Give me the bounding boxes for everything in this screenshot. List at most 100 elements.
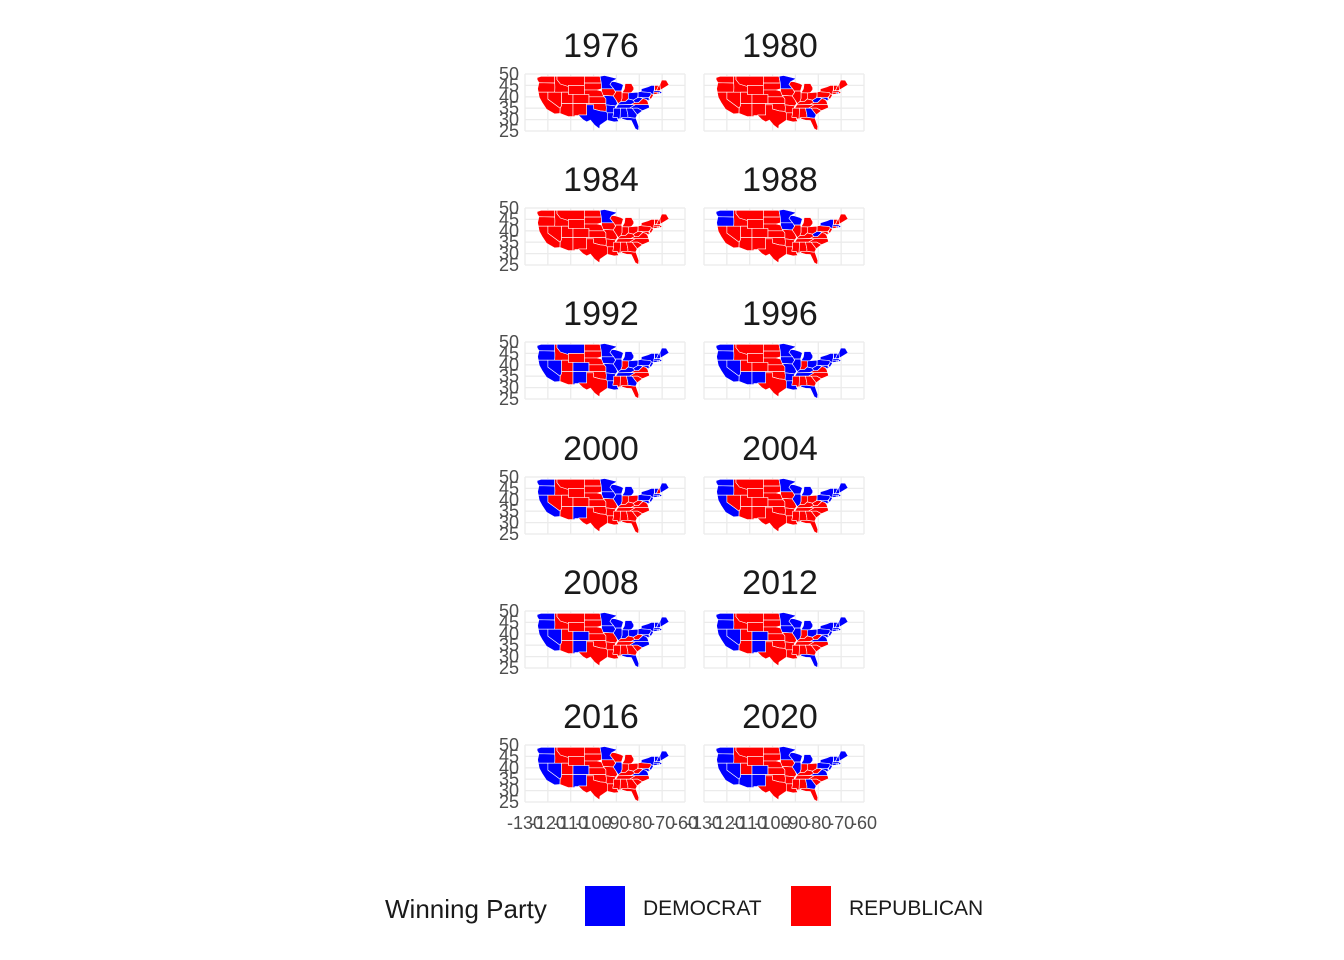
- y-tick-label: 35: [499, 769, 519, 789]
- state-MS: [612, 778, 621, 791]
- facet-panel-2020: 2020 -130-120-110-100-90-80-70-60: [686, 698, 877, 833]
- x-tick-label: -120: [709, 813, 745, 833]
- y-tick-label: 30: [499, 647, 519, 667]
- y-tick-label: 45: [499, 478, 519, 498]
- x-tick-label: -130: [507, 813, 543, 833]
- state-CT: [653, 494, 659, 498]
- state-CO: [751, 228, 769, 238]
- state-OR: [537, 753, 556, 764]
- state-ME: [659, 79, 670, 91]
- state-ND: [584, 210, 602, 218]
- state-ME: [659, 482, 670, 494]
- state-CO: [572, 228, 590, 238]
- state-MD: [640, 365, 650, 370]
- state-MS: [791, 510, 800, 523]
- state-CT: [832, 494, 838, 498]
- y-tick-label: 25: [499, 389, 519, 409]
- state-ND: [584, 76, 602, 84]
- y-tick-label: 45: [499, 75, 519, 95]
- x-tick-label: -120: [530, 813, 566, 833]
- state-CT: [653, 359, 659, 363]
- y-tick-label: 30: [499, 513, 519, 533]
- state-ME: [838, 482, 849, 494]
- state-WY: [747, 622, 764, 632]
- state-ND: [763, 612, 781, 621]
- y-tick-label: 30: [499, 781, 519, 801]
- facet-panel-1988: 1988: [703, 161, 865, 266]
- state-MS: [612, 241, 621, 254]
- state-ND: [763, 343, 781, 352]
- state-WY: [747, 488, 764, 498]
- state-AZ: [738, 640, 753, 654]
- state-FL: [800, 251, 819, 265]
- y-tick-label: 50: [499, 735, 519, 755]
- state-CT: [832, 628, 838, 632]
- state-MS: [791, 375, 800, 388]
- state-NM: [572, 237, 588, 251]
- y-tick-label: 35: [499, 366, 519, 386]
- state-AZ: [559, 640, 574, 654]
- state-MA: [653, 224, 663, 229]
- state-ND: [763, 76, 781, 84]
- state-MD: [640, 768, 650, 773]
- state-WA: [715, 612, 735, 621]
- y-tick-label: 50: [499, 467, 519, 487]
- legend-key-republican: [791, 886, 831, 926]
- state-ND: [763, 746, 781, 755]
- state-MA: [653, 493, 663, 498]
- state-WA: [536, 478, 556, 487]
- state-AZ: [559, 774, 574, 788]
- state-FL: [621, 787, 640, 802]
- state-ND: [584, 746, 602, 755]
- state-FL: [800, 117, 819, 131]
- y-tick-label: 50: [499, 332, 519, 352]
- state-WA: [536, 612, 556, 621]
- state-WY: [747, 756, 764, 766]
- facet-panel-2012: 2012: [703, 564, 865, 669]
- facet-title: 2016: [563, 698, 639, 736]
- state-CT: [832, 225, 838, 229]
- state-SD: [584, 619, 602, 628]
- facet-title: 1996: [742, 295, 818, 333]
- y-tick-label: 35: [499, 232, 519, 252]
- state-AZ: [738, 774, 753, 788]
- state-NM: [751, 371, 767, 385]
- state-FL: [621, 117, 640, 131]
- state-ME: [659, 347, 670, 359]
- state-MD: [819, 768, 829, 773]
- y-tick-label: 50: [499, 601, 519, 621]
- state-CT: [653, 762, 659, 766]
- state-KS: [588, 499, 607, 507]
- legend-label-republican: REPUBLICAN: [849, 897, 984, 920]
- x-tick-label: -100: [576, 813, 612, 833]
- state-TX: [578, 507, 608, 533]
- state-OR: [716, 216, 735, 227]
- x-tick-label: -80: [805, 813, 831, 833]
- state-AZ: [559, 237, 574, 251]
- state-MD: [819, 500, 829, 505]
- facet-title: 1992: [563, 295, 639, 333]
- state-ND: [763, 210, 781, 218]
- state-SD: [763, 619, 781, 628]
- state-CT: [832, 359, 838, 363]
- state-WY: [747, 85, 764, 95]
- state-KS: [588, 364, 607, 372]
- state-SD: [584, 82, 602, 91]
- state-MA: [832, 493, 842, 498]
- state-FL: [800, 653, 819, 668]
- state-MA: [832, 627, 842, 632]
- state-KS: [767, 230, 786, 238]
- x-tick-label: -130: [686, 813, 722, 833]
- y-tick-label: 40: [499, 87, 519, 107]
- y-tick-label: 25: [499, 792, 519, 812]
- state-KS: [767, 96, 786, 104]
- state-SD: [584, 350, 602, 359]
- state-MS: [791, 241, 800, 254]
- y-tick-label: 35: [499, 635, 519, 655]
- state-MA: [832, 224, 842, 229]
- x-tick-label: -70: [649, 813, 675, 833]
- y-tick-label: 30: [499, 110, 519, 130]
- state-MS: [612, 375, 621, 388]
